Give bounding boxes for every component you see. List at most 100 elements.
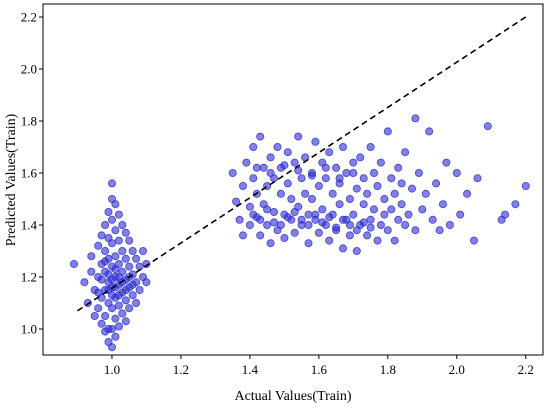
data-point [290, 207, 299, 216]
data-point [373, 236, 382, 245]
data-point [297, 174, 306, 183]
data-point [394, 215, 403, 224]
data-point [94, 288, 103, 297]
reference-line [77, 16, 527, 312]
data-point [232, 197, 241, 206]
data-point [121, 317, 130, 326]
data-point [87, 252, 96, 261]
data-point [108, 215, 117, 224]
data-point [404, 210, 413, 219]
data-point [373, 181, 382, 190]
data-point [108, 275, 117, 284]
data-point [307, 171, 316, 180]
y-tick-label: 2.2 [21, 10, 37, 25]
data-point [121, 254, 130, 263]
data-point [325, 236, 334, 245]
data-point [352, 246, 361, 255]
data-point [283, 179, 292, 188]
data-point [138, 246, 147, 255]
data-point [97, 319, 106, 328]
data-point [435, 226, 444, 235]
data-point [338, 244, 347, 253]
data-points [70, 114, 530, 352]
data-point [463, 189, 472, 198]
x-tick-label: 2.2 [518, 362, 534, 377]
data-point [121, 228, 130, 237]
data-point [108, 239, 117, 248]
data-point [304, 220, 313, 229]
data-point [501, 210, 510, 219]
data-point [290, 228, 299, 237]
data-point [442, 158, 451, 167]
data-point [345, 231, 354, 240]
data-point [425, 127, 434, 136]
data-point [108, 304, 117, 313]
data-point [235, 215, 244, 224]
data-point [390, 236, 399, 245]
data-point [311, 210, 320, 219]
data-point [345, 220, 354, 229]
data-point [108, 179, 117, 188]
data-point [349, 168, 358, 177]
data-point [101, 311, 110, 320]
data-point [359, 200, 368, 209]
data-point [101, 257, 110, 266]
data-point [132, 254, 141, 263]
x-tick-label: 1.0 [104, 362, 120, 377]
data-point [411, 226, 420, 235]
data-point [290, 158, 299, 167]
data-point [104, 207, 113, 216]
data-point [359, 218, 368, 227]
data-point [387, 205, 396, 214]
data-point [414, 168, 423, 177]
data-point [376, 220, 385, 229]
data-point [266, 239, 275, 248]
data-point [304, 239, 313, 248]
data-point [338, 142, 347, 151]
y-tick-label: 1.6 [21, 166, 38, 181]
data-point [328, 189, 337, 198]
x-tick-label: 1.8 [380, 362, 396, 377]
data-point [276, 189, 285, 198]
data-point [97, 275, 106, 284]
data-point [349, 210, 358, 219]
data-point [407, 184, 416, 193]
data-point [301, 189, 310, 198]
data-point [349, 158, 358, 167]
data-point [383, 226, 392, 235]
data-point [114, 210, 123, 219]
data-point [397, 179, 406, 188]
data-point [352, 226, 361, 235]
data-point [383, 127, 392, 136]
data-point [256, 132, 265, 141]
data-point [332, 223, 341, 232]
data-point [311, 137, 320, 146]
data-point [314, 181, 323, 190]
data-point [366, 215, 375, 224]
data-point [369, 205, 378, 214]
data-point [249, 210, 258, 219]
x-tick-label: 1.4 [242, 362, 259, 377]
data-point [111, 332, 120, 341]
y-tick-label: 2.0 [21, 62, 37, 77]
data-point [294, 132, 303, 141]
data-point [473, 174, 482, 183]
data-point [432, 179, 441, 188]
data-point [118, 220, 127, 229]
data-point [321, 174, 330, 183]
data-point [366, 142, 375, 151]
data-point [269, 207, 278, 216]
data-point [121, 285, 130, 294]
data-point [338, 215, 347, 224]
data-point [335, 174, 344, 183]
data-point [445, 220, 454, 229]
data-point [101, 220, 110, 229]
data-point [135, 262, 144, 271]
data-point [114, 301, 123, 310]
data-point [125, 262, 134, 271]
data-point [238, 231, 247, 240]
data-point [390, 189, 399, 198]
data-point [111, 226, 120, 235]
data-point [428, 215, 437, 224]
y-tick-label: 1.0 [21, 322, 37, 337]
